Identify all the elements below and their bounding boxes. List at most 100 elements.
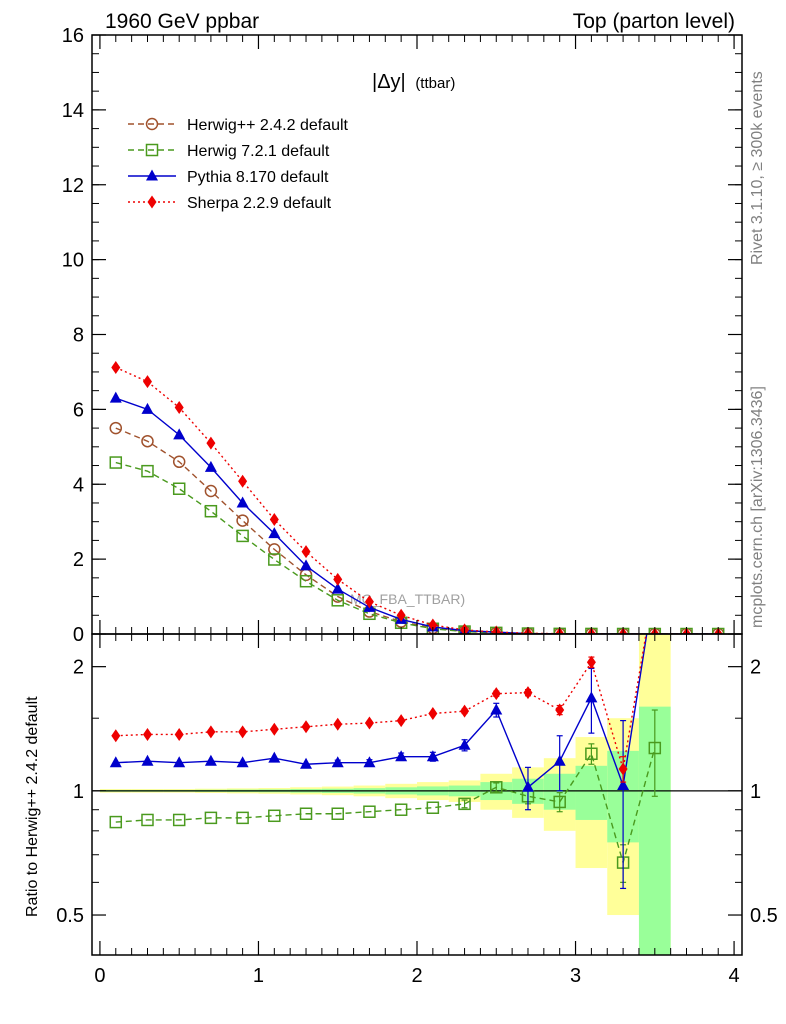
ratio-point-2 [491,687,501,701]
legend-marker-2 [146,169,158,181]
ratio-point-0 [585,747,598,761]
mcplots-label: mcplots.cern.ch [arXiv:1306.3436] [749,386,766,628]
ratio-point-1 [395,750,408,762]
main-point-2 [331,582,344,594]
main-point-1 [172,482,186,495]
main-point-3 [269,512,279,526]
main-point-3 [206,436,216,450]
ratio-point-2 [269,722,279,736]
legend-marker-3 [147,195,157,209]
ratio-point-0 [426,801,440,814]
ratio-point-1 [109,756,122,768]
ratio-bands [99,634,671,955]
ratio-point-2 [174,727,184,741]
main-point-2 [173,428,186,440]
legend-marker-0 [145,117,159,131]
ratio-ytick-label: 0.5 [56,905,84,927]
ratio-point-0 [648,741,662,755]
ratio-point-1 [268,751,281,763]
main-ytick-label: 12 [62,175,84,197]
ratio-point-0 [268,809,281,823]
xtick-label: 4 [729,965,740,987]
main-ytick-label: 0 [73,624,84,646]
ratio-ylabel: Ratio to Herwig++ 2.4.2 default [24,696,41,917]
legend: Herwig++ 2.4.2 default Herwig 7.2.1 defau… [128,117,349,212]
main-point-3 [396,608,406,622]
main-ytick-label: 10 [62,250,84,272]
main-point-0 [236,514,249,527]
main-point-1 [236,529,249,543]
ratio-point-2 [428,706,438,720]
ratio-point-0 [363,805,376,818]
ratio-point-1 [363,756,376,768]
ratio-point-1 [236,756,249,768]
main-point-2 [204,460,217,472]
ratio-point-2 [586,655,596,669]
ratio-series-line-1 [115,634,648,789]
ratio-point-2 [111,729,121,743]
main-point-2 [268,527,281,539]
ratio-point-1 [553,754,566,766]
ratio-ytick-label-right: 1 [750,781,761,803]
main-title-text: |Δy| [372,71,406,93]
ratio-band-green [575,765,608,820]
main-point-3 [301,545,311,559]
ratio-point-1 [521,780,534,792]
ratio-point-0 [394,803,408,816]
ratio-point-0 [236,811,249,825]
ratio-point-2 [142,727,152,741]
ratio-plot [92,576,742,890]
ratio-point-2 [333,717,343,731]
header-right: Top (parton level) [573,10,735,33]
main-ytick-label: 8 [73,325,84,347]
main-point-0 [109,421,123,435]
header-left: 1960 GeV ppbar [105,10,259,33]
main-title: |Δy| (ttbar) [372,71,455,93]
ratio-series-line-2 [115,634,647,770]
legend-marker-1 [145,143,159,157]
legend-label-0: Herwig++ 2.4.2 default [187,117,349,134]
ratio-point-1 [426,750,439,762]
legend-label-1: Herwig 7.2.1 default [187,143,330,160]
ratio-point-0 [490,781,503,794]
ratio-point-2 [301,720,311,734]
ratio-ytick-label: 2 [73,657,84,679]
ratio-point-2 [396,714,406,728]
main-point-3 [238,474,248,488]
main-point-2 [109,391,122,403]
xtick-label: 2 [411,965,422,987]
main-point-3 [111,360,121,374]
ratio-point-1 [585,691,598,703]
xtick-label: 3 [570,965,581,987]
main-point-3 [364,595,374,609]
legend-label-3: Sherpa 2.2.9 default [187,195,332,212]
main-point-3 [142,375,152,389]
ratio-point-0 [141,813,154,827]
main-point-0 [268,543,281,556]
ratio-point-2 [618,762,628,776]
ratio-point-1 [141,754,154,766]
ratio-point-2 [206,725,216,739]
ratio-point-1 [649,576,661,587]
main-point-2 [141,402,154,414]
main-point-3 [333,572,343,586]
main-point-1 [268,553,281,566]
ratio-series-line-0 [115,747,656,866]
xtick-label: 0 [94,965,105,987]
ratio-ytick-label: 1 [73,781,84,803]
ratio-point-1 [331,756,344,768]
ratio-point-0 [458,797,471,811]
analysis-label: MC_FBA_TTBAR) [350,591,465,607]
ratio-ytick-label-right: 0.5 [750,905,778,927]
main-point-1 [299,574,313,588]
ratio-point-2 [650,576,659,589]
main-point-1 [109,456,123,469]
ratio-point-1 [617,779,630,791]
main-point-1 [331,594,344,607]
ratio-point-2 [238,725,248,739]
ratio-point-1 [173,756,186,768]
ratio-point-0 [331,807,344,820]
ratio-point-2 [460,704,470,718]
main-ytick-label: 16 [62,25,84,47]
